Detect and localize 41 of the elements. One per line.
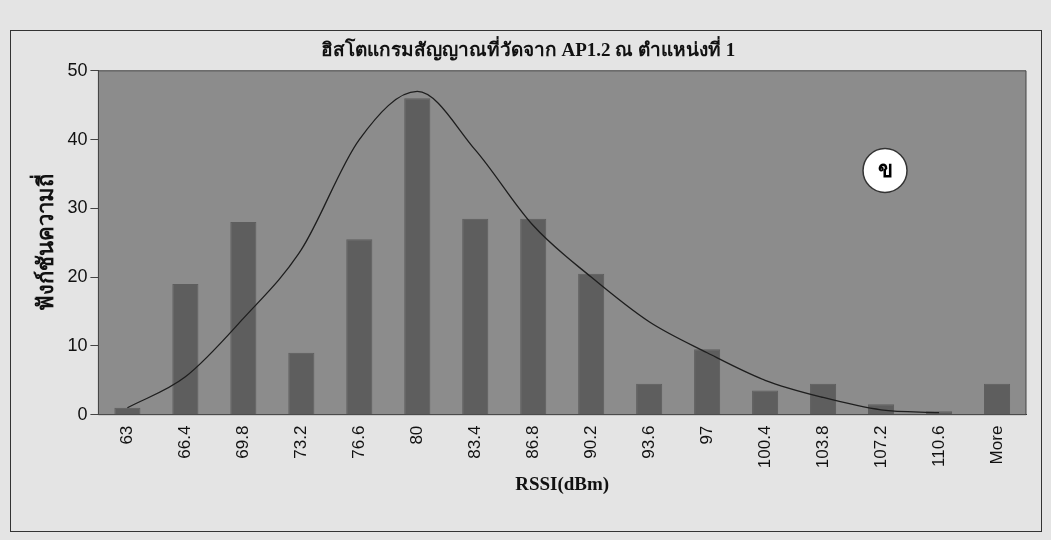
bar <box>810 383 837 415</box>
line-series <box>126 90 940 414</box>
bar <box>114 407 141 415</box>
x-tick-label: 76.6 <box>348 425 368 459</box>
x-axis-title: RSSI(dBm) <box>515 472 610 495</box>
bar <box>520 218 547 415</box>
bar <box>346 239 373 415</box>
x-tick-label: 69.8 <box>233 425 253 459</box>
chart-title: ฮิสโตแกรมสัญญาณที่วัดจาก AP1.2 ณ ตำแหน่งที่ 1 <box>320 36 736 62</box>
x-tick-label: 90.2 <box>580 425 600 459</box>
annotation: ข <box>877 157 893 183</box>
bar <box>404 98 431 415</box>
x-tick-label: 86.8 <box>522 425 542 459</box>
bar <box>636 383 663 415</box>
y-axis-title: ฟังก์ชันความถี่ <box>28 174 58 312</box>
bar <box>230 222 257 415</box>
x-tick-label: 100.4 <box>754 425 774 469</box>
x-tick-label: 110.6 <box>928 425 948 467</box>
bar <box>462 218 489 415</box>
x-tick-label: 107.2 <box>870 425 890 469</box>
x-tick-label: 73.2 <box>291 425 311 459</box>
x-tick-label: More <box>986 425 1006 465</box>
bar <box>752 390 779 415</box>
x-tick-label: 66.4 <box>175 425 195 459</box>
x-tick-label: 103.8 <box>812 425 832 469</box>
y-tick-label: 20 <box>67 266 88 287</box>
x-tick-label: 97 <box>696 425 716 445</box>
x-tick-label: 80 <box>406 425 426 445</box>
bar <box>694 349 721 415</box>
x-tick-label: 83.4 <box>464 425 484 459</box>
bar <box>172 283 199 415</box>
bar <box>288 352 315 415</box>
bar <box>983 383 1011 415</box>
x-tick-label: 93.6 <box>638 425 658 459</box>
y-tick-label: 30 <box>67 197 88 218</box>
bar <box>578 273 605 415</box>
y-tick-label: 40 <box>67 128 88 149</box>
x-tick-label: 63 <box>117 425 137 445</box>
y-tick-label: 0 <box>77 403 88 424</box>
y-tick-label: 10 <box>67 334 88 355</box>
y-tick-label: 50 <box>67 59 88 80</box>
